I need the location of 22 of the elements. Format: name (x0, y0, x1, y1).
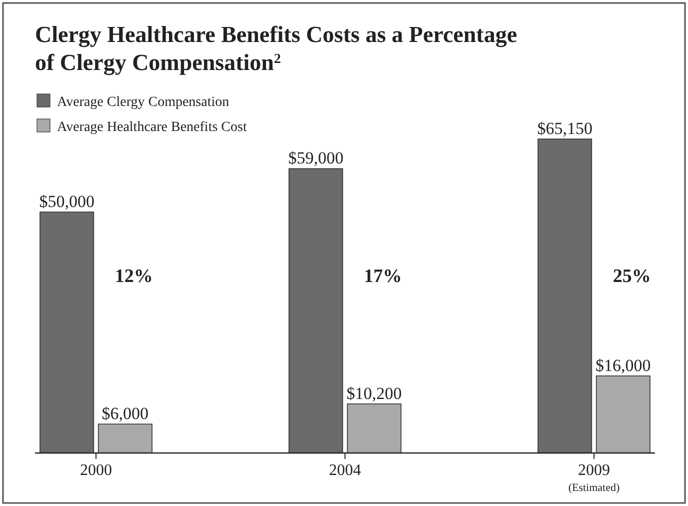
bar (288, 168, 344, 454)
data-label: $16,000 (596, 356, 651, 375)
legend-label: Average Clergy Compensation (57, 95, 230, 110)
bar (596, 375, 650, 454)
data-label: $50,000 (39, 192, 94, 212)
annotation: 12% (114, 266, 153, 287)
x-tick-label: 2009 (578, 462, 610, 479)
annotation: 25% (612, 266, 651, 287)
data-label: $65,150 (537, 119, 592, 138)
bar (346, 403, 402, 454)
text: (Estimated) (568, 482, 620, 494)
annotation: 17% (364, 266, 402, 287)
data-label: $59,000 (288, 148, 344, 168)
bar (98, 424, 152, 454)
bar (538, 138, 592, 454)
bar (40, 212, 94, 454)
chart-title: Clergy Healthcare Benefits Costs as a Percentage of Clergy Compensation$^{2}$ (35, 22, 518, 76)
x-tick-label: 2000 (80, 462, 112, 479)
data-label: $6,000 (102, 404, 149, 424)
data-label: $10,200 (346, 384, 402, 403)
x-tick-label: 2004 (329, 462, 361, 479)
legend-label: Average Healthcare Benefits Cost (57, 120, 247, 135)
